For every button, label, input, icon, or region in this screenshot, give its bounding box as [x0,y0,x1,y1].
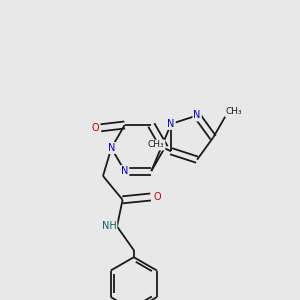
Text: CH₃: CH₃ [148,140,164,149]
Text: N: N [194,110,201,121]
Text: N: N [167,119,175,129]
Text: N: N [108,143,115,153]
Text: CH₃: CH₃ [225,107,242,116]
Text: O: O [154,192,161,202]
Text: O: O [91,123,99,133]
Text: N: N [121,166,128,176]
Text: NH: NH [102,221,116,231]
